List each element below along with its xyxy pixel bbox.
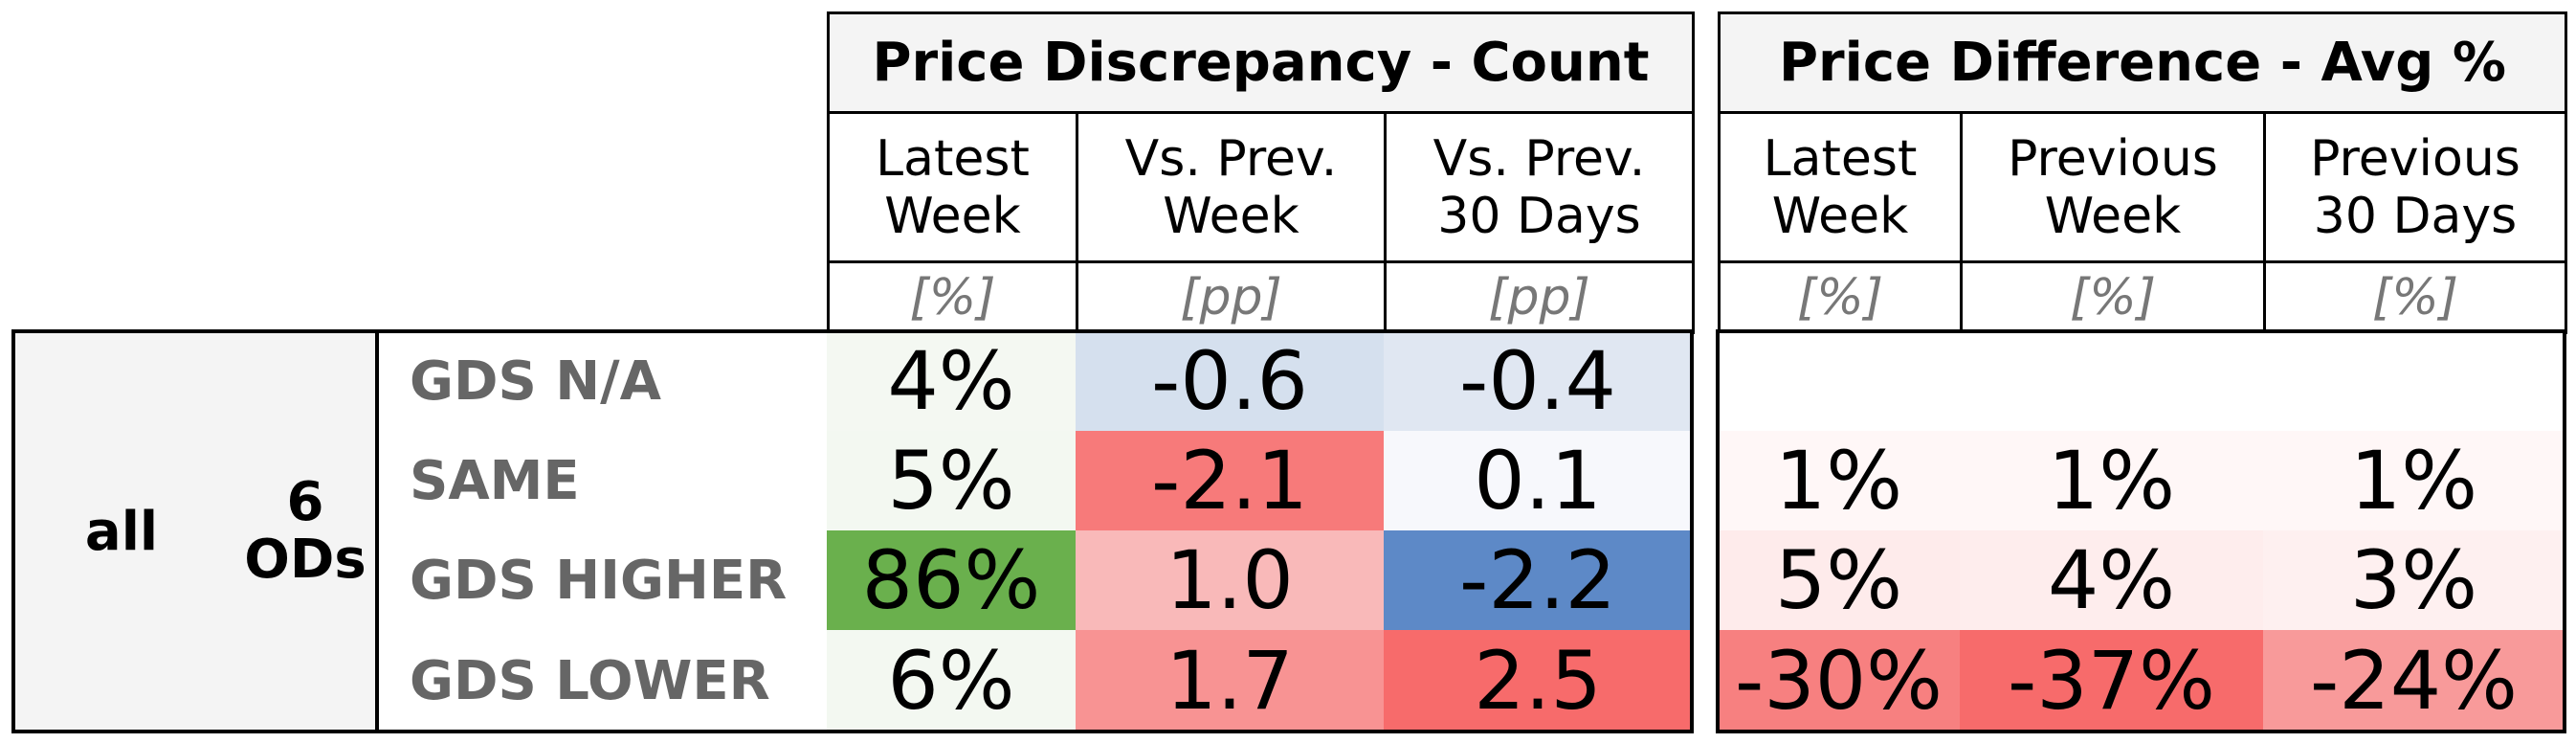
data-cell — [1718, 331, 1960, 431]
data-cell: 1.0 — [1076, 530, 1384, 630]
unit-label: [%] — [827, 260, 1078, 334]
row-label: GDS N/A — [410, 349, 661, 413]
data-cell: 6% — [827, 630, 1076, 732]
column-header: Vs. Prev. 30 Days — [1384, 111, 1695, 263]
data-cell: -2.1 — [1076, 431, 1384, 530]
data-cell: 4% — [1960, 530, 2263, 630]
data-cell: 4% — [827, 331, 1076, 431]
divider-line — [375, 331, 379, 732]
column-header: Latest Week — [827, 111, 1078, 263]
data-cell: 1% — [2263, 431, 2565, 530]
row-label: GDS LOWER — [410, 649, 770, 712]
group-header: Price Difference - Avg % — [1718, 11, 2567, 114]
unit-label: [pp] — [1076, 260, 1387, 334]
column-header: Latest Week — [1718, 111, 1963, 263]
data-cell: 3% — [2263, 530, 2565, 630]
data-cell: 0.1 — [1384, 431, 1692, 530]
data-cell: 2.5 — [1384, 630, 1692, 732]
row-label: SAME — [410, 449, 580, 512]
group-header: Price Discrepancy - Count — [827, 11, 1695, 114]
data-cell: -30% — [1718, 630, 1960, 732]
data-cell: -0.4 — [1384, 331, 1692, 431]
data-cell — [1960, 331, 2263, 431]
od-count-label: 6 ODs — [244, 471, 366, 591]
data-cell: 1% — [1960, 431, 2263, 530]
column-header: Previous Week — [1960, 111, 2266, 263]
data-cell: -24% — [2263, 630, 2565, 732]
data-cell: 86% — [827, 530, 1076, 630]
data-cell: 1% — [1718, 431, 1960, 530]
data-cell: -37% — [1960, 630, 2263, 732]
unit-label: [%] — [1718, 260, 1963, 334]
data-cell: -0.6 — [1076, 331, 1384, 431]
row-label: GDS HIGHER — [410, 549, 788, 612]
segment-panel — [11, 331, 379, 732]
data-cell: -2.2 — [1384, 530, 1692, 630]
column-header: Previous 30 Days — [2263, 111, 2567, 263]
segment-label: all — [84, 500, 159, 563]
data-cell: 5% — [827, 431, 1076, 530]
data-cell: 1.7 — [1076, 630, 1384, 732]
unit-label: [%] — [2263, 260, 2567, 334]
unit-label: [pp] — [1384, 260, 1695, 334]
column-header: Vs. Prev. Week — [1076, 111, 1387, 263]
unit-label: [%] — [1960, 260, 2266, 334]
data-cell: 5% — [1718, 530, 1960, 630]
data-cell — [2263, 331, 2565, 431]
